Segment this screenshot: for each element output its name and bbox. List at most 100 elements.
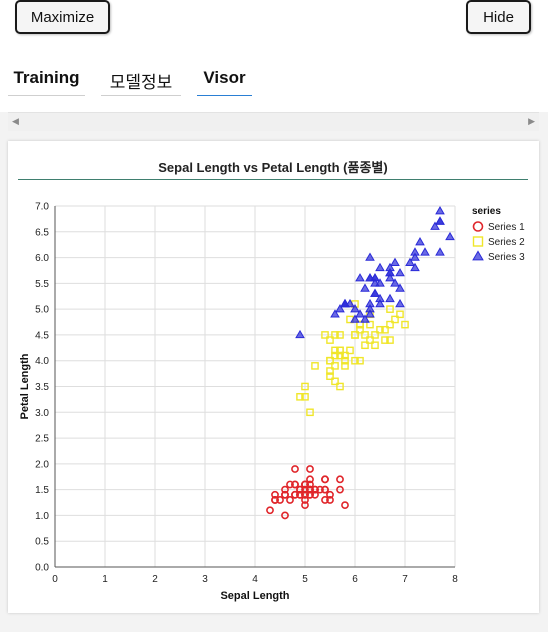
tab-model-info[interactable]: 모델정보 <box>101 68 181 96</box>
x-tick-label: 1 <box>102 574 108 585</box>
data-point <box>295 329 305 339</box>
data-point <box>311 490 319 499</box>
data-point <box>306 475 314 484</box>
data-point <box>316 485 324 494</box>
data-point <box>375 293 385 303</box>
data-point <box>291 480 299 489</box>
data-point <box>306 408 314 417</box>
data-point <box>381 325 389 334</box>
data-point <box>405 257 415 266</box>
tab-bar: Training 모델정보 Visor <box>0 42 548 112</box>
hide-button[interactable]: Hide <box>466 0 531 34</box>
data-point <box>435 216 445 225</box>
data-point <box>326 372 334 380</box>
data-point <box>326 367 334 375</box>
tab-visor[interactable]: Visor <box>197 68 252 96</box>
data-point <box>335 304 345 313</box>
data-point <box>375 262 385 272</box>
data-point <box>356 325 364 334</box>
data-point <box>361 341 369 350</box>
data-point <box>301 382 309 391</box>
data-point <box>371 331 379 339</box>
top-toolbar: Maximize Hide <box>0 0 548 42</box>
data-point <box>281 511 289 520</box>
data-point <box>356 320 364 329</box>
data-point <box>326 496 334 504</box>
data-point <box>415 236 425 246</box>
y-tick-label: 3.5 <box>35 382 49 393</box>
data-point <box>410 262 420 272</box>
data-point <box>360 314 370 323</box>
data-point <box>371 341 379 350</box>
data-point <box>390 257 400 266</box>
data-point <box>395 267 405 277</box>
data-point <box>321 485 329 494</box>
title-divider <box>18 179 528 180</box>
data-point <box>336 382 344 391</box>
data-point <box>331 362 339 370</box>
data-point <box>385 293 395 303</box>
data-point <box>281 485 289 494</box>
data-point <box>356 356 364 365</box>
data-point <box>266 506 274 515</box>
data-point <box>291 490 299 499</box>
x-tick-label: 8 <box>452 574 458 585</box>
data-point <box>301 480 309 489</box>
maximize-button[interactable]: Maximize <box>15 0 110 34</box>
data-point <box>341 501 349 510</box>
scatter-chart: 0 1 2 3 4 5 6 7 8 0.0 0.5 1.0 1.5 2.0 2.5 3.0 3.5 4.0 4.5 5… <box>19 202 525 603</box>
data-point <box>366 336 374 344</box>
legend-marker <box>472 221 484 232</box>
data-point <box>420 247 430 256</box>
data-point <box>306 490 314 499</box>
data-point <box>345 298 355 308</box>
data-point <box>410 252 420 261</box>
x-tick-label: 3 <box>202 574 208 585</box>
data-point <box>386 320 394 329</box>
data-point <box>336 475 344 484</box>
data-point <box>321 496 329 504</box>
data-point <box>395 298 405 308</box>
data-point <box>385 273 395 282</box>
y-tick-label: 3.0 <box>35 408 49 419</box>
scroll-left-icon[interactable]: ◀ <box>12 116 19 126</box>
data-point <box>331 346 339 355</box>
data-point <box>430 221 440 230</box>
data-point <box>296 490 304 499</box>
data-point <box>355 273 365 282</box>
chart-title: Sepal Length vs Petal Length (품종별) <box>158 160 388 175</box>
x-axis-label: Sepal Length <box>220 590 289 602</box>
data-point <box>311 485 319 494</box>
horizontal-scrollbar[interactable]: ◀ ▶ <box>8 112 539 131</box>
data-point <box>306 465 314 473</box>
data-point <box>331 377 339 386</box>
y-tick-label: 7.0 <box>35 202 49 213</box>
data-point <box>351 331 359 339</box>
tab-training[interactable]: Training <box>8 68 85 96</box>
x-tick-label: 2 <box>152 574 158 585</box>
y-tick-label: 6.0 <box>35 253 49 264</box>
legend-label: Series 3 <box>488 252 525 263</box>
y-tick-label: 0.0 <box>35 563 49 574</box>
scroll-right-icon[interactable]: ▶ <box>528 116 535 126</box>
data-point <box>361 331 369 339</box>
data-point <box>365 309 375 318</box>
data-point <box>365 252 375 261</box>
data-point <box>306 480 314 489</box>
data-point <box>346 346 354 355</box>
data-point <box>351 356 359 365</box>
data-point <box>281 490 289 499</box>
data-point <box>385 267 395 277</box>
x-tick-label: 6 <box>352 574 358 585</box>
y-tick-label: 5.5 <box>35 279 49 290</box>
data-point <box>326 490 334 499</box>
y-tick-label: 1.5 <box>35 485 49 496</box>
data-point <box>381 336 389 344</box>
x-tick-label: 5 <box>302 574 308 585</box>
data-point <box>301 496 309 504</box>
data-point <box>375 298 385 308</box>
legend-label: Series 1 <box>488 222 525 233</box>
data-point <box>341 356 349 365</box>
data-point <box>286 480 294 489</box>
data-point <box>271 490 279 499</box>
